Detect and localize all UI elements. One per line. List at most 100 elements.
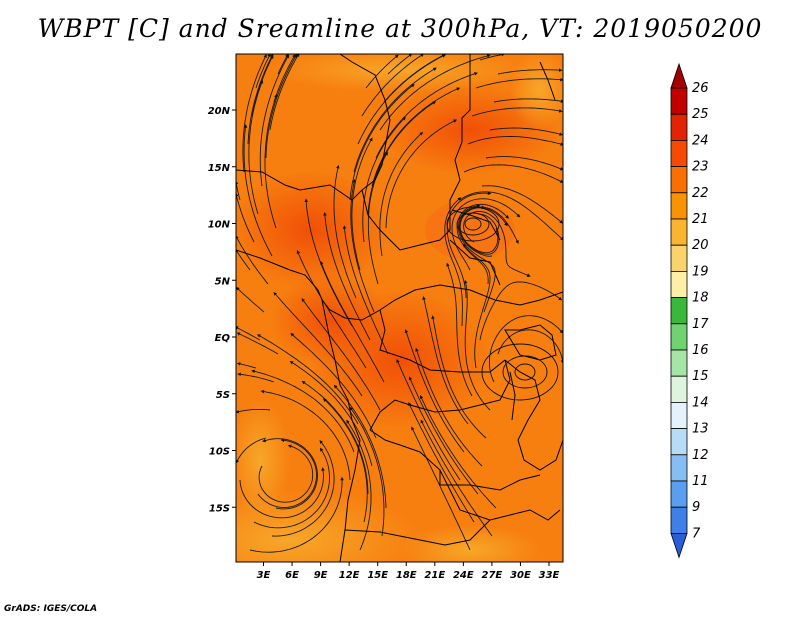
colorbar-label: 20 [692, 238, 709, 253]
streamline [404, 329, 465, 453]
streamline [471, 107, 563, 117]
streamline [485, 156, 563, 171]
colorbar-swatch [670, 506, 688, 534]
streamline [467, 136, 563, 146]
plot-title: WBPT [C] and Sreamline at 300hPa, VT: 20… [37, 14, 763, 43]
streamline [379, 131, 424, 257]
streamline [488, 315, 563, 383]
streamline [379, 54, 491, 131]
lat-label: 15S [209, 503, 230, 514]
colorbar-swatch [670, 192, 688, 220]
streamline [365, 54, 399, 89]
streamline [367, 151, 388, 285]
streamline [446, 262, 473, 397]
colorbar-label: 19 [692, 264, 709, 279]
lon-label: 24E [453, 570, 474, 581]
streamline [236, 332, 279, 355]
shade-cool-ne [510, 54, 563, 130]
lat-label: 5S [216, 390, 230, 401]
lat-label: 5N [215, 276, 231, 287]
streamline [251, 369, 355, 453]
colorbar-label: 25 [692, 107, 709, 122]
lat-label: 20N [208, 106, 231, 117]
streamline [493, 98, 563, 103]
colorbar-label: 26 [692, 81, 709, 96]
colorbar: 26 25 24 23 22 21 20 19 18 17 16 15 14 13 12 11 9 7 [670, 62, 709, 559]
streamline [322, 398, 368, 523]
colorbar-swatch [670, 297, 688, 325]
colorbar-swatch [670, 401, 688, 429]
streamline [420, 419, 493, 537]
streamline [320, 260, 385, 383]
streamline [301, 380, 369, 495]
streamline [243, 124, 273, 257]
streamline [497, 329, 563, 364]
streamline [236, 286, 265, 313]
colorbar-swatch [670, 270, 688, 298]
streamline [481, 185, 563, 224]
lon-label: 15E [367, 570, 388, 581]
colorbar-swatch [670, 218, 688, 246]
streamline [264, 93, 278, 229]
streamline [249, 476, 344, 553]
streamline [458, 206, 519, 257]
streamline [479, 54, 506, 61]
streamline [333, 384, 387, 509]
streamline [290, 332, 377, 439]
shade-cool-sw [236, 400, 290, 520]
colorbar-label: 7 [692, 526, 701, 541]
shade-cool-south [236, 490, 420, 562]
lon-label: 27E [482, 570, 503, 581]
streamline [446, 191, 492, 299]
streamline [253, 447, 330, 529]
streamline [236, 192, 255, 243]
streamline [444, 197, 463, 327]
streamline [349, 406, 385, 537]
streamline [239, 467, 325, 519]
colorbar-swatch [670, 323, 688, 351]
colorbar-label: 18 [692, 291, 709, 306]
streamline [411, 426, 471, 551]
streamline [351, 137, 373, 271]
lat-axis: 20N 15N 10N 5N EQ 5S 10S 15S [208, 106, 236, 514]
map-panel [236, 54, 563, 562]
streamline [408, 376, 479, 495]
streamline [273, 291, 363, 397]
streamline [451, 198, 521, 271]
streamline [463, 164, 563, 183]
colorbar-label: 22 [692, 186, 709, 201]
streamline [349, 83, 415, 201]
streamline [367, 101, 436, 215]
colorbar-label: 21 [692, 212, 709, 227]
colorbar-swatch [670, 428, 688, 456]
shade-cool-se [400, 525, 540, 562]
streamline [289, 361, 373, 467]
streamline [431, 315, 487, 439]
streamline [497, 68, 563, 75]
streamline [260, 389, 351, 481]
lon-label: 33E [539, 570, 560, 581]
streamline [462, 243, 491, 369]
vortex-north [446, 206, 500, 242]
colorbar-swatch [670, 87, 688, 115]
streamline [236, 235, 269, 285]
colorbar-label: 15 [692, 369, 709, 384]
lon-label: 12E [339, 570, 360, 581]
lat-label: 15N [208, 163, 231, 174]
streamline [408, 402, 475, 523]
streamline [236, 437, 267, 464]
map-frame [235, 53, 564, 563]
colorbar-label: 23 [692, 160, 709, 175]
colorbar-label: 9 [692, 500, 700, 515]
streamline [479, 281, 563, 341]
colorbar-swatch [670, 113, 688, 141]
borders [236, 54, 563, 562]
colorbar-swatch [670, 454, 688, 482]
colorbar-top-arrow [670, 62, 688, 89]
colorbar-label: 16 [692, 343, 709, 358]
lon-label: 9E [314, 570, 328, 581]
streamline [362, 116, 406, 243]
streamline [387, 54, 413, 75]
streamline [236, 248, 251, 271]
